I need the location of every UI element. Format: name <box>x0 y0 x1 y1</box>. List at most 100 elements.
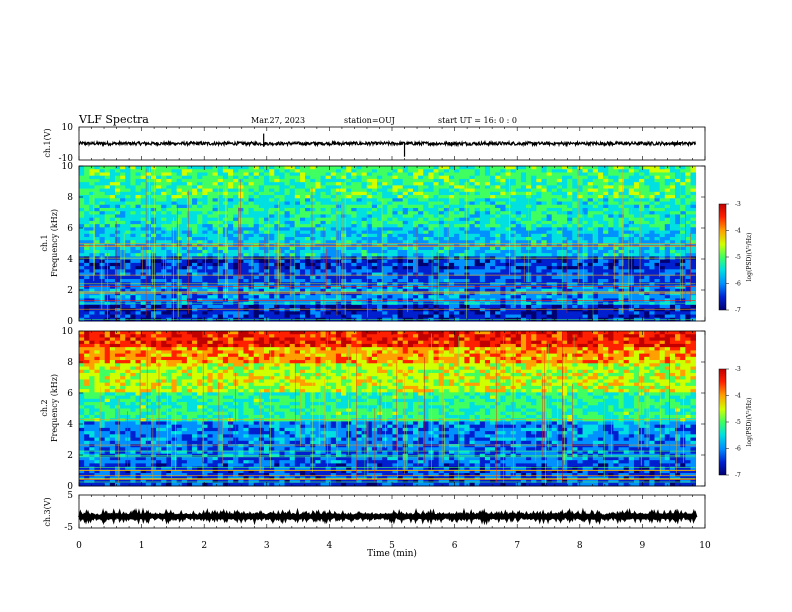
spectrogram-cell <box>120 266 126 270</box>
spectrogram-cell <box>377 217 383 222</box>
spectrogram-cell <box>490 288 496 293</box>
spectrogram-cell <box>572 188 578 193</box>
spectrogram-cell <box>289 266 296 270</box>
spectrogram-cell <box>197 285 203 290</box>
spectrogram-cell <box>669 266 676 270</box>
spectrogram-cell <box>351 291 357 296</box>
spectrogram-cell <box>659 182 666 186</box>
spectrogram-cell <box>639 249 645 254</box>
spectrogram-cell <box>156 237 162 241</box>
spectrogram-cell <box>120 166 126 170</box>
spectrogram-cell <box>515 249 522 254</box>
spectrogram-cell <box>366 272 373 277</box>
spectrogram-cell <box>428 259 434 264</box>
spectrogram-cell <box>474 285 481 290</box>
spectrogram-cell <box>325 169 332 173</box>
spectrogram-cell <box>233 198 239 202</box>
spectrogram-cell <box>639 214 645 219</box>
spectrogram-cell <box>690 240 697 244</box>
spectrogram-cell <box>484 166 491 170</box>
spectrogram-cell <box>433 178 440 183</box>
spectrogram-cell <box>263 237 270 241</box>
spectrogram-cell <box>454 188 460 193</box>
spectrogram-cell <box>140 214 147 219</box>
spectrogram-cell <box>243 246 249 251</box>
spectrogram-cell <box>423 188 429 193</box>
spectrogram-cell <box>284 249 291 254</box>
spectrogram-cell <box>464 259 470 264</box>
spectrogram-cell <box>371 166 378 170</box>
spectrogram-cell <box>428 169 434 173</box>
spectrogram-cell <box>407 182 414 186</box>
spectrogram-cell <box>253 207 260 212</box>
spectrogram-cell <box>361 227 368 231</box>
spectrogram-cell <box>243 227 249 231</box>
spectrogram-cell <box>186 275 193 280</box>
spectrogram-cell <box>649 204 655 209</box>
spectrogram-cell <box>279 182 285 186</box>
spectrogram-cell <box>587 253 594 257</box>
spectrogram-cell <box>299 195 306 199</box>
spectrogram-cell <box>428 224 434 228</box>
spectrogram-cell <box>582 262 589 267</box>
spectrogram-cell <box>474 166 481 170</box>
spectrogram-cell <box>469 240 476 244</box>
spectrogram-cell <box>639 172 645 177</box>
spectrogram-cell <box>166 166 172 170</box>
spectrogram-cell <box>669 240 676 244</box>
spectrogram-cell <box>536 166 542 170</box>
spectrogram-cell <box>186 295 193 299</box>
spectrogram-cell <box>587 259 594 264</box>
spectrogram-cell <box>387 207 393 212</box>
spectrogram-cell <box>294 172 301 177</box>
spectrogram-cell <box>520 240 527 244</box>
spectrogram-cell <box>592 166 599 170</box>
spectrogram-cell <box>567 175 573 180</box>
spectrogram-cell <box>459 185 465 190</box>
spectrogram-cell <box>99 288 106 293</box>
spectrogram-cell <box>443 220 450 225</box>
spectrogram-cell <box>89 295 95 299</box>
spectrogram-cell <box>99 214 106 219</box>
spectrogram-cell <box>279 275 285 280</box>
spectrogram-cell <box>608 169 614 173</box>
spectrogram-cell <box>448 240 455 244</box>
spectrogram-cell <box>633 246 640 251</box>
spectrogram-cell <box>305 291 311 296</box>
spectrogram-cell <box>428 191 434 196</box>
spectrogram-cell <box>500 217 506 222</box>
spectrogram-cell <box>263 211 270 215</box>
spectrogram-cell <box>299 291 306 296</box>
spectrogram-cell <box>438 291 445 296</box>
spectrogram-cell <box>510 272 517 277</box>
spectrogram-cell <box>299 207 306 212</box>
spectrogram-cell <box>284 169 291 173</box>
spectrogram-cell <box>669 275 676 280</box>
spectrogram-cell <box>192 172 198 177</box>
spectrogram-cell <box>346 166 352 170</box>
spectrogram-cell <box>464 207 470 212</box>
spectrogram-cell <box>397 240 404 244</box>
spectrogram-cell <box>294 191 301 196</box>
spectrogram-cell <box>289 188 296 193</box>
spectrogram-cell <box>633 224 640 228</box>
spectrogram-cell <box>608 220 614 225</box>
spectrogram-cell <box>413 182 419 186</box>
spectrogram-cell <box>464 185 470 190</box>
spectrogram-cell <box>238 191 244 196</box>
spectrogram-cell <box>171 195 178 199</box>
spectrogram-cell <box>448 166 455 170</box>
spectrogram-cell <box>377 288 383 293</box>
spectrogram-cell <box>156 262 162 267</box>
spectrogram-cell <box>351 169 357 173</box>
spectrogram-cell <box>181 253 188 257</box>
spectrogram-cell <box>654 240 661 244</box>
spectrogram-cell <box>562 237 568 241</box>
spectrogram-cell <box>454 220 460 225</box>
spectrogram-cell <box>315 207 321 212</box>
spectrogram-cell <box>520 224 527 228</box>
spectrogram-cell <box>413 188 419 193</box>
spectrogram-cell <box>89 204 95 209</box>
spectrogram-cell <box>114 262 121 267</box>
